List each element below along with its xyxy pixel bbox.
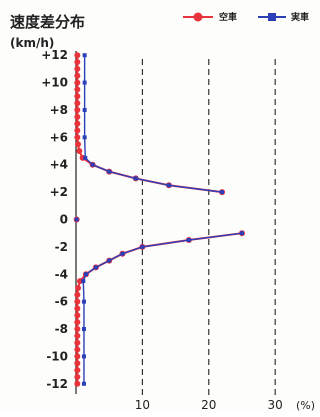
data-point-empty [74,353,81,360]
legend: 空車 実車 [183,11,309,23]
y-axis-unit: (km/h) [10,36,54,50]
data-point-loaded [93,265,98,270]
data-point-empty [76,148,83,155]
data-point-empty [74,360,81,367]
y-tick-label: +12 [41,48,68,62]
x-axis-unit: (%) [296,399,315,412]
data-point-empty [74,332,81,339]
data-point-loaded [120,251,125,256]
data-point-empty [74,305,81,312]
data-point-loaded [140,244,145,249]
data-point-empty [74,72,81,79]
data-point-loaded [83,155,88,160]
data-point-empty [74,93,81,100]
data-point-empty [74,312,81,319]
data-point-empty [74,120,81,127]
data-point-empty [74,59,81,66]
series-line-empty [76,55,223,194]
data-point-empty [74,319,81,326]
data-point-empty [74,65,81,72]
data-point-loaded [239,231,244,236]
data-point-loaded [81,381,86,386]
data-point-empty [74,113,81,120]
y-tick-label: 0 [60,213,68,227]
data-point-empty [74,346,81,353]
data-point-empty [74,380,81,387]
data-point-loaded [81,279,86,284]
data-point-empty [74,367,81,374]
legend-marker-empty [193,12,203,22]
series-line-loaded [82,232,243,384]
y-tick-label: -2 [55,240,68,254]
data-point-loaded [90,162,95,167]
data-point-empty [74,134,81,141]
data-point-empty [74,79,81,86]
series-line-empty [76,232,243,384]
x-tick-label: 30 [268,398,283,412]
data-point-empty [74,52,81,59]
data-point-empty [74,100,81,107]
data-point-loaded [166,183,171,188]
legend-label-empty: 空車 [219,11,237,23]
y-tick-layer: +12 +10 +8 +6 +4 +2 0 -2 -4 -6 -8 -10 -12 [41,48,68,391]
data-point-empty [74,86,81,93]
y-tick-label: -10 [46,349,68,363]
y-tick-label: -8 [55,322,68,336]
data-point-loaded [82,135,87,140]
data-point-loaded [81,299,86,304]
y-tick-label: -4 [55,267,68,281]
y-tick-label: +2 [50,185,68,199]
y-tick-label: +6 [50,130,68,144]
data-point-loaded [74,217,79,222]
data-point-loaded [186,238,191,243]
data-point-loaded [82,53,87,58]
y-tick-label: +10 [41,76,68,90]
x-tick-label: 20 [201,398,216,412]
data-point-loaded [81,354,86,359]
data-point-empty [74,291,81,298]
data-point-empty [74,284,81,291]
y-tick-label: +4 [50,158,68,172]
data-point-empty [74,141,81,148]
data-point-empty [74,326,81,333]
series-layer [73,52,245,387]
y-tick-label: +8 [50,103,68,117]
data-point-empty [74,298,81,305]
data-point-loaded [83,272,88,277]
data-point-loaded [220,190,225,195]
legend-marker-loaded [268,13,276,21]
data-point-loaded [133,176,138,181]
data-point-loaded [107,169,112,174]
grid-layer [75,51,276,398]
legend-label-loaded: 実車 [291,11,309,23]
data-point-empty [74,127,81,134]
x-tick-label: 10 [135,398,150,412]
data-point-loaded [81,327,86,332]
data-point-loaded [107,258,112,263]
x-tick-layer: 10 20 30 [135,398,283,412]
chart-title: 速度差分布 [10,13,85,31]
y-tick-label: -6 [55,295,68,309]
data-point-empty [74,106,81,113]
data-point-loaded [82,80,87,85]
y-tick-label: -12 [46,377,68,391]
data-point-empty [74,339,81,346]
series-line-loaded [83,55,223,193]
data-point-loaded [82,107,87,112]
data-point-empty [74,373,81,380]
